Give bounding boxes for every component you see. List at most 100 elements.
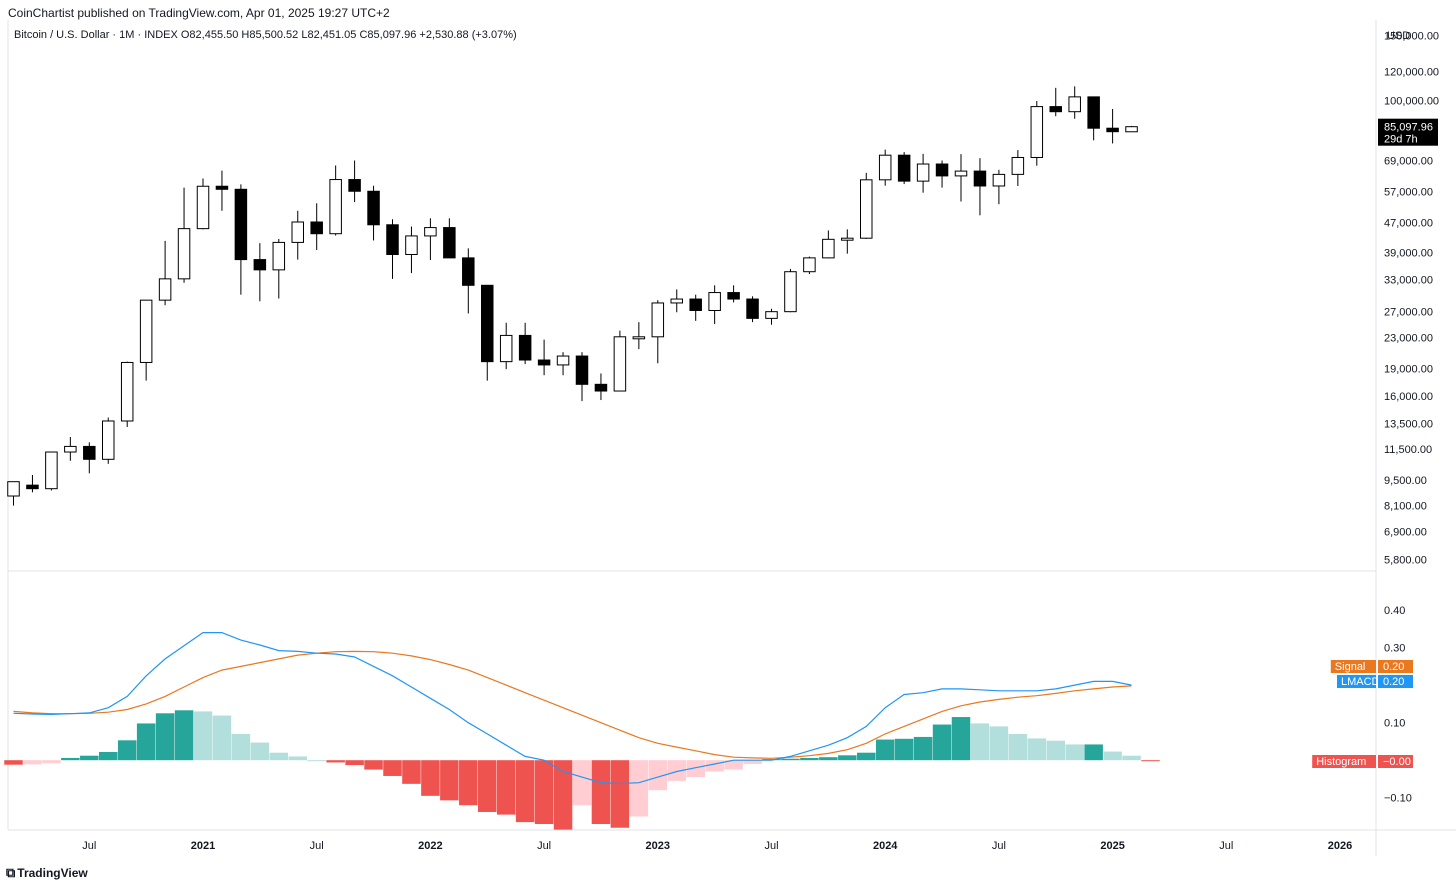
histogram-bar [459, 760, 478, 806]
histogram-bar [913, 736, 933, 761]
histogram-bar [1084, 744, 1103, 761]
candle-body [518, 334, 532, 361]
histogram-bar [989, 726, 1009, 761]
price-tick-label: 120,000.00 [1384, 66, 1439, 78]
histogram-bar [496, 760, 516, 815]
brand[interactable]: ⧉ TradingView [6, 865, 88, 881]
histogram-bar [951, 717, 971, 761]
price-tick-label: 8,100.00 [1384, 501, 1427, 513]
candle-body [992, 173, 1006, 187]
candle-body [272, 241, 286, 271]
histogram-bar [970, 723, 990, 761]
candle-body [386, 224, 399, 255]
candle-body [841, 237, 854, 241]
time-tick-label: Jul [82, 840, 96, 852]
price-tick-label: 47,000.00 [1384, 217, 1433, 229]
histogram-bar [819, 757, 838, 761]
candle-body [196, 185, 210, 230]
legend-name-badge [1337, 675, 1376, 688]
candle-body [215, 185, 229, 190]
time-tick-label: 2025 [1100, 840, 1124, 852]
time-tick-label: 2023 [646, 840, 670, 852]
histogram-bar [4, 760, 23, 765]
currency-label[interactable]: USD [1387, 30, 1411, 42]
histogram-bar [591, 760, 611, 824]
price-tick-label: 33,000.00 [1384, 274, 1433, 286]
histogram-bar [155, 713, 175, 761]
candle-body [784, 271, 797, 313]
histogram-bar [1008, 733, 1028, 761]
candle-body [1049, 106, 1062, 113]
candle-body [1125, 126, 1138, 133]
histogram-bar [932, 724, 952, 761]
histogram-bar [250, 742, 270, 761]
price-tick-label: 100,000.00 [1384, 96, 1439, 108]
price-tick-label: 11,500.00 [1384, 444, 1432, 456]
histogram-bar [193, 711, 213, 761]
candle-body [1030, 106, 1044, 158]
histogram-bar [894, 738, 914, 761]
candle-body [234, 188, 248, 261]
time-tick-label: Jul [1219, 840, 1233, 852]
histogram-bar [1141, 760, 1160, 762]
candle-body [594, 383, 608, 392]
candle-body [613, 336, 627, 392]
price-tick-label: 39,000.00 [1384, 247, 1433, 259]
legend-name-label: Signal [1335, 661, 1366, 673]
candle-body [632, 336, 646, 340]
tradingview-logo-icon: ⧉ [6, 865, 15, 880]
candle-body [64, 445, 77, 453]
price-tick-label: 57,000.00 [1384, 186, 1433, 198]
candle-body [310, 221, 323, 235]
candle-body [537, 359, 551, 366]
histogram-bar [212, 715, 232, 761]
histogram-bar [80, 755, 99, 761]
time-tick-label: 2024 [873, 840, 898, 852]
candle-body [139, 299, 153, 363]
last-price-badge [1378, 118, 1438, 146]
candle-body [689, 298, 702, 311]
candle-body [1068, 96, 1081, 113]
histogram-bar [1027, 738, 1047, 761]
histogram-bar [838, 755, 857, 761]
candle-body [556, 355, 570, 366]
legend-value-badge [1378, 660, 1413, 673]
price-tick-label: 69,000.00 [1384, 155, 1433, 167]
candle-body [1106, 127, 1119, 133]
histogram-bar [364, 760, 383, 770]
histogram-bar [743, 760, 762, 764]
histogram-bar [610, 760, 630, 828]
price-tick-label: 9,500.00 [1384, 475, 1427, 487]
candle-body [102, 420, 115, 460]
candle-body [424, 227, 437, 237]
legend-value-badge [1378, 755, 1413, 768]
price-tick-label: 23,000.00 [1384, 333, 1433, 345]
histogram-bar [724, 760, 743, 770]
price-tick-label: 27,000.00 [1384, 307, 1433, 319]
candle-body [708, 292, 721, 311]
candle-body [973, 170, 987, 187]
candle-body [177, 228, 191, 280]
histogram-bar [345, 760, 364, 766]
candle-body [916, 163, 930, 182]
legend-name-badge [1312, 755, 1376, 768]
histogram-bar [629, 760, 649, 817]
candle-body [1087, 96, 1100, 129]
histogram-bar [326, 760, 345, 763]
histogram-bar [23, 760, 42, 765]
symbol-ohlc-legend[interactable]: Bitcoin / U.S. Dollar · 1M · INDEX O82,4… [14, 29, 517, 41]
histogram-bar [174, 710, 194, 761]
price-tick-label: 13,500.00 [1384, 418, 1433, 430]
signal-line [13, 650, 1132, 759]
time-tick-label: Jul [537, 840, 551, 852]
time-tick-label: 2026 [1328, 840, 1352, 852]
histogram-bar [800, 757, 819, 761]
histogram-bar [117, 740, 137, 761]
candle-body [746, 298, 759, 319]
candle-body [727, 292, 740, 300]
price-tick-label: 16,000.00 [1384, 391, 1433, 403]
histogram-bar [1103, 751, 1122, 761]
histogram-bar [648, 760, 668, 791]
candle-body [878, 154, 892, 181]
